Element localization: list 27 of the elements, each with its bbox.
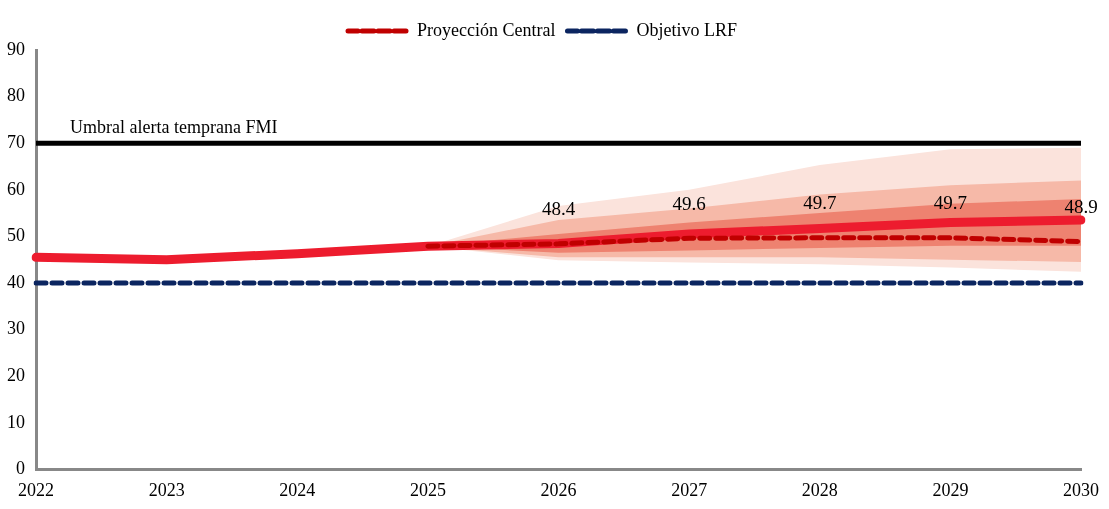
y-tick-label: 30: [7, 318, 25, 339]
data-label: 48.9: [1064, 196, 1098, 218]
y-tick-label: 60: [7, 178, 25, 199]
y-tick-label: 50: [7, 225, 25, 246]
data-label: 49.7: [803, 192, 837, 214]
legend-label: Objetivo LRF: [636, 19, 737, 40]
y-tick-label: 90: [7, 38, 25, 59]
x-tick-label: 2023: [148, 479, 185, 500]
ref-line-label: Umbral alerta temprana FMI: [70, 116, 278, 137]
y-tick-label: 10: [7, 411, 25, 432]
data-label: 48.4: [541, 198, 576, 220]
y-tick-label: 70: [7, 131, 25, 152]
x-tick-label: 2022: [18, 479, 54, 500]
legend-label: Proyección Central: [417, 19, 556, 40]
data-label: 49.7: [933, 192, 967, 214]
x-tick-label: 2027: [671, 479, 708, 500]
x-tick-label: 2028: [801, 479, 838, 500]
x-tick-label: 2024: [279, 479, 316, 500]
x-tick-label: 2026: [540, 479, 577, 500]
y-tick-label: 20: [7, 364, 25, 385]
data-label: 49.6: [672, 192, 706, 214]
y-tick-label: 40: [7, 271, 25, 292]
y-tick-label: 80: [7, 85, 25, 106]
x-tick-label: 2025: [409, 479, 446, 500]
y-tick-label: 0: [16, 458, 25, 479]
x-tick-label: 2030: [1063, 479, 1099, 500]
x-tick-label: 2029: [932, 479, 969, 500]
